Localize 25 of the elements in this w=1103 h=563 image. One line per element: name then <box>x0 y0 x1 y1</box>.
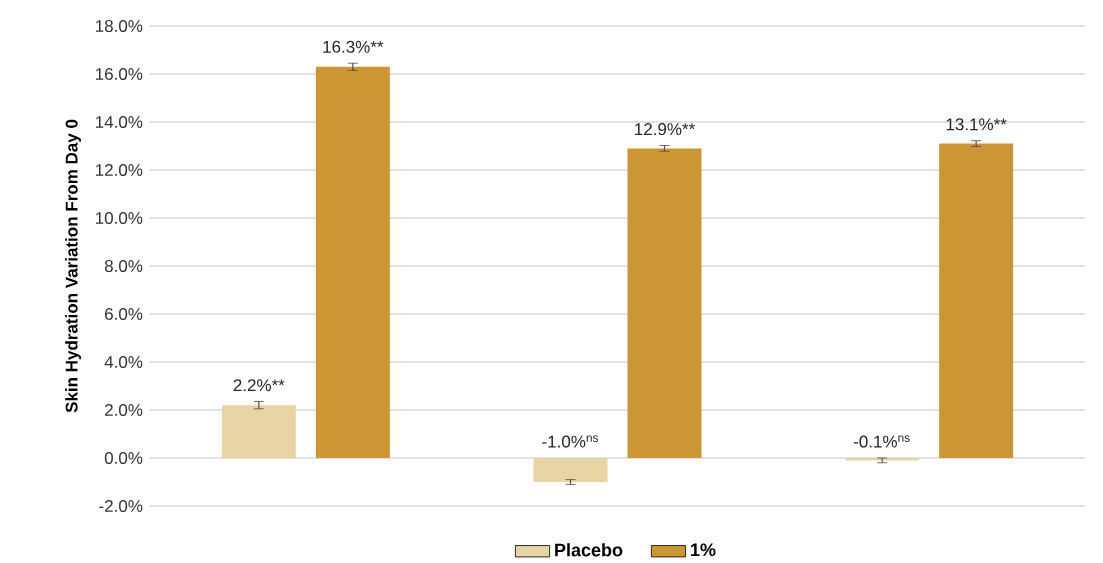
legend-label: Placebo <box>555 543 623 557</box>
data-label: 12.9%** <box>635 123 695 136</box>
y-tick-label: 10.0% <box>96 212 143 225</box>
legend-label: 1% <box>691 543 716 557</box>
y-axis-title: Skin Hydration Variation From Day 0 <box>65 119 81 413</box>
y-tick-label: 16.0% <box>96 68 143 81</box>
bar <box>533 458 608 482</box>
bar <box>315 66 390 458</box>
y-tick-label: -2.0% <box>99 500 143 513</box>
data-label: 13.1%** <box>946 118 1007 131</box>
y-tick-label: 4.0% <box>104 356 143 369</box>
bar <box>627 148 702 458</box>
y-tick-label: 6.0% <box>105 308 143 321</box>
data-label: -0.1%$^{ns}$ <box>853 435 910 448</box>
y-tick-label: 2.0% <box>105 404 143 417</box>
data-label: 2.2%** <box>233 379 285 392</box>
y-tick-label: 18.0% <box>96 19 143 33</box>
y-tick-label: 14.0% <box>96 115 143 129</box>
y-tick-label: 12.0% <box>96 164 143 177</box>
y-tick-label: 8.0% <box>104 260 143 273</box>
bar <box>939 143 1014 458</box>
y-tick-label: 0.0% <box>104 452 143 465</box>
data-label: 16.3%** <box>323 40 384 53</box>
data-label: -1.0%$^{ns}$ <box>542 435 599 448</box>
bar <box>221 405 296 458</box>
